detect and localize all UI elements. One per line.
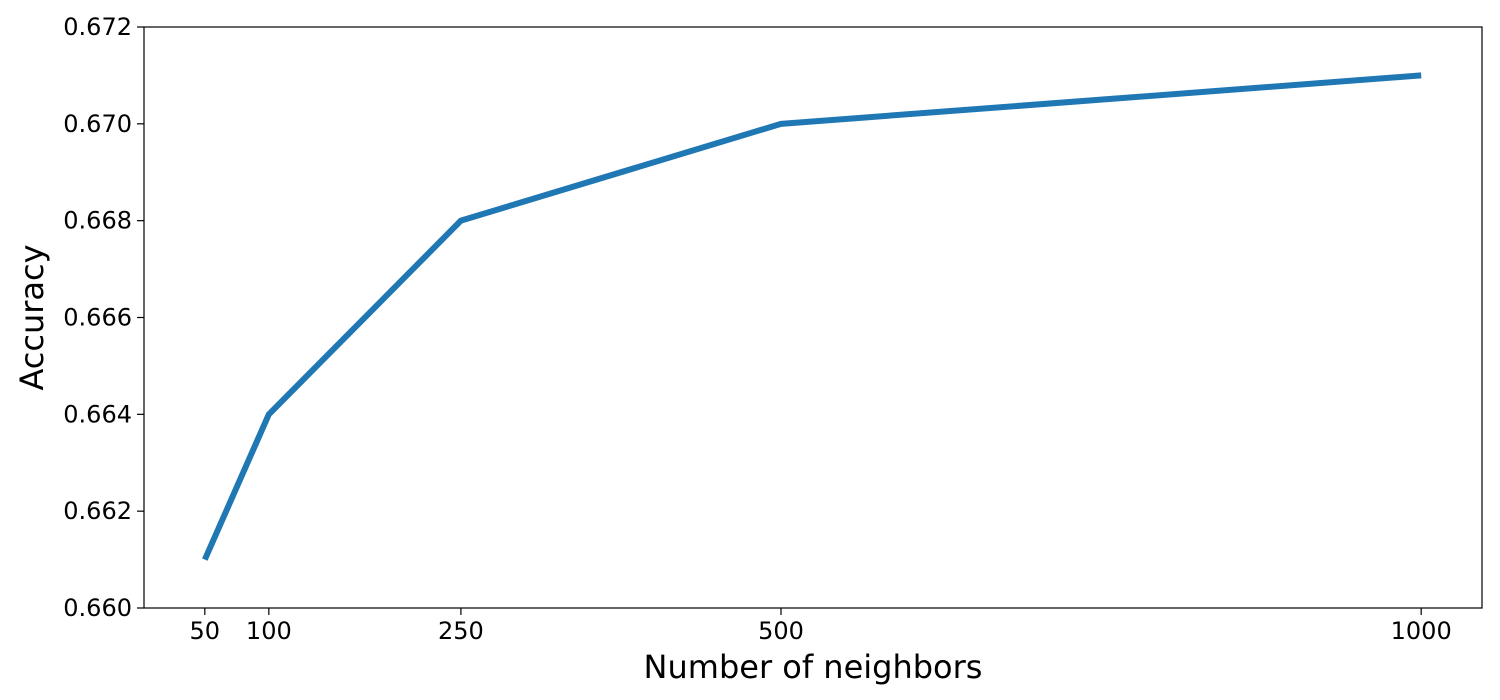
x-tick-label: 250	[438, 617, 484, 645]
x-axis: 50 100 250 500 1000	[190, 608, 1452, 645]
y-tick-label: 0.662	[63, 497, 132, 525]
plot-frame	[143, 26, 1483, 609]
y-tick-label: 0.660	[63, 594, 132, 622]
y-tick-label: 0.672	[63, 13, 132, 41]
x-axis-label: Number of neighbors	[644, 648, 983, 686]
y-tick-label: 0.668	[63, 207, 132, 235]
series-line-0	[202, 72, 1422, 561]
x-tick-label: 1000	[1391, 617, 1452, 645]
series-group	[202, 72, 1422, 561]
y-tick-label: 0.664	[63, 400, 132, 428]
x-tick-label: 500	[758, 617, 804, 645]
x-tick-label: 100	[246, 617, 292, 645]
x-tick-label: 50	[190, 617, 221, 645]
y-axis: 0.660 0.662 0.664 0.666 0.668 0.670 0.672	[63, 13, 144, 622]
y-axis-label: Accuracy	[13, 244, 51, 390]
y-tick-label: 0.670	[63, 110, 132, 138]
y-tick-label: 0.666	[63, 304, 132, 332]
